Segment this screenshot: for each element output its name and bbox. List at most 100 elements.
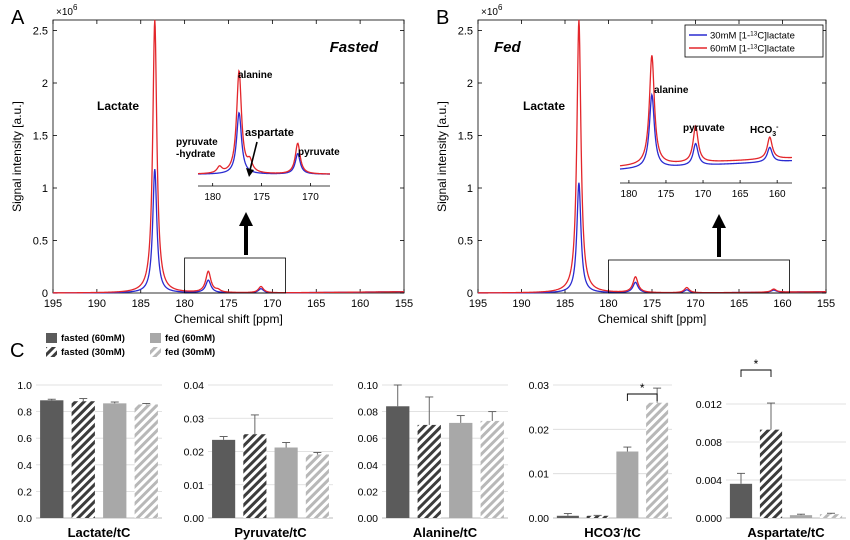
inset-x-tick-label: 170 <box>695 189 712 200</box>
x-tick-label: 175 <box>643 298 661 310</box>
y-tick-label: 2 <box>467 78 473 90</box>
peak-label-lactate: Lactate <box>97 99 139 113</box>
plot-frame <box>52 19 405 294</box>
y-tick-label: 1.5 <box>33 131 48 143</box>
condition-label: Fed <box>494 39 522 56</box>
y-axis-label: Signal intensity [a.u.] <box>435 101 449 212</box>
x-tick-label: 180 <box>175 298 193 310</box>
y-axis-label: Signal intensity [a.u.] <box>10 101 24 212</box>
inset-series-line <box>198 111 330 175</box>
label-sup: - <box>776 124 779 131</box>
x-axis-label: Chemical shift [ppm] <box>174 312 283 326</box>
legend-label: 60mM [1-13C]lactate <box>710 44 795 55</box>
bar <box>616 451 639 518</box>
significance-bracket <box>740 369 772 377</box>
x-tick-label: 160 <box>351 298 369 310</box>
bar <box>305 454 329 518</box>
x-tick-label: 180 <box>599 298 617 310</box>
inset-label-alanine: alanine <box>654 85 689 96</box>
x-tick-label: 195 <box>469 298 487 310</box>
x-tick-label: 155 <box>395 298 413 310</box>
panel-b: 195 190 185 180 175 170 165 160 155 0 0.5 1 1.5 2 2.5 ×… <box>435 3 835 326</box>
y-tick-label: 0.004 <box>696 475 722 487</box>
zoom-box <box>184 257 286 294</box>
y-tick-label: 0.4 <box>17 460 32 472</box>
y-tick-label: 0.008 <box>696 437 722 449</box>
legend-text: C]lactate <box>757 31 795 42</box>
label-text: /tC <box>623 525 641 540</box>
legend-box <box>684 24 824 58</box>
y-tick-label: 0.5 <box>458 236 473 248</box>
label-sub: 3 <box>772 131 776 138</box>
label-text: HCO <box>750 125 772 136</box>
legend-label: fed (60mM) <box>165 333 215 344</box>
x-tick-label: 185 <box>132 298 150 310</box>
bar <box>819 514 843 518</box>
bar <box>729 483 753 518</box>
bar <box>274 447 298 518</box>
y-tick-label: 0 <box>42 288 48 300</box>
y-exponent-power: 6 <box>498 3 503 12</box>
y-exponent: ×106 <box>481 3 503 18</box>
legend-label: fasted (60mM) <box>61 333 125 344</box>
inset-label-pyruvate-hydrate: pyruvate -hydrate <box>176 137 218 160</box>
bar-legend: fasted (60mM) fasted (30mM) fed (60mM) fed … <box>46 333 215 358</box>
label-line: -hydrate <box>176 149 216 160</box>
legend-swatch <box>46 333 57 343</box>
bar-subplot: 0.00 0.01 0.02 0.03 0.04 Pyruvate/tC <box>184 380 333 540</box>
inset-label-aspartate: aspartate <box>245 127 294 139</box>
y-tick-label: 0.2 <box>17 486 32 498</box>
bar <box>646 402 669 518</box>
significance-marker: * <box>640 381 645 395</box>
y-tick-label: 0.012 <box>696 399 722 411</box>
x-tick-label: 175 <box>219 298 237 310</box>
bar-x-label: HCO3-/tC <box>584 524 641 540</box>
panel-letter: C <box>10 340 24 362</box>
inset-series-line <box>619 55 793 167</box>
bar <box>103 403 127 518</box>
legend-swatch <box>150 347 161 357</box>
panel-letter: A <box>11 7 25 29</box>
label-sup: - <box>620 524 623 534</box>
y-tick-label: 0.01 <box>529 469 550 481</box>
bar <box>449 422 473 518</box>
series-line <box>478 19 826 294</box>
peak-label-lactate: Lactate <box>523 99 565 113</box>
bar-x-label: Pyruvate/tC <box>234 525 307 540</box>
y-tick-label: 0 <box>467 288 473 300</box>
y-tick-label: 0.10 <box>358 380 379 392</box>
x-tick-label: 170 <box>263 298 281 310</box>
x-tick-label: 155 <box>817 298 835 310</box>
y-tick-label: 0.03 <box>529 380 550 392</box>
y-tick-label: 0.00 <box>358 513 379 525</box>
y-tick-label: 2.5 <box>458 26 473 38</box>
zoom-arrow-head <box>239 212 253 226</box>
legend-swatch <box>46 347 57 357</box>
inset-series-line <box>619 92 793 170</box>
bar-subplot: 0.00 0.02 0.04 0.06 0.08 0.10 Alanine/tC <box>358 380 508 540</box>
x-tick-label: 165 <box>730 298 748 310</box>
bar <box>417 424 441 518</box>
y-tick-label: 1.5 <box>458 131 473 143</box>
panel-letter: B <box>436 7 449 29</box>
zoom-arrow-head <box>712 214 726 228</box>
label-line: pyruvate <box>176 137 218 148</box>
x-tick-label: 195 <box>44 298 62 310</box>
y-tick-label: 0.000 <box>696 513 722 525</box>
legend-label: 30mM [1-13C]lactate <box>710 31 795 42</box>
x-axis-label: Chemical shift [ppm] <box>598 312 707 326</box>
inset-series-line <box>197 69 331 175</box>
inset-x-tick-label: 175 <box>253 192 270 203</box>
x-tick-label: 170 <box>686 298 704 310</box>
zoom-box <box>608 259 790 294</box>
y-tick-label: 0.00 <box>529 513 550 525</box>
bar <box>586 515 609 518</box>
aspartate-pointer-head <box>246 168 254 177</box>
legend-text: C]lactate <box>757 44 795 55</box>
x-tick-label: 190 <box>512 298 530 310</box>
inset-x-tick-label: 170 <box>302 192 319 203</box>
y-tick-label: 0.02 <box>358 486 379 498</box>
series-line <box>53 168 405 294</box>
